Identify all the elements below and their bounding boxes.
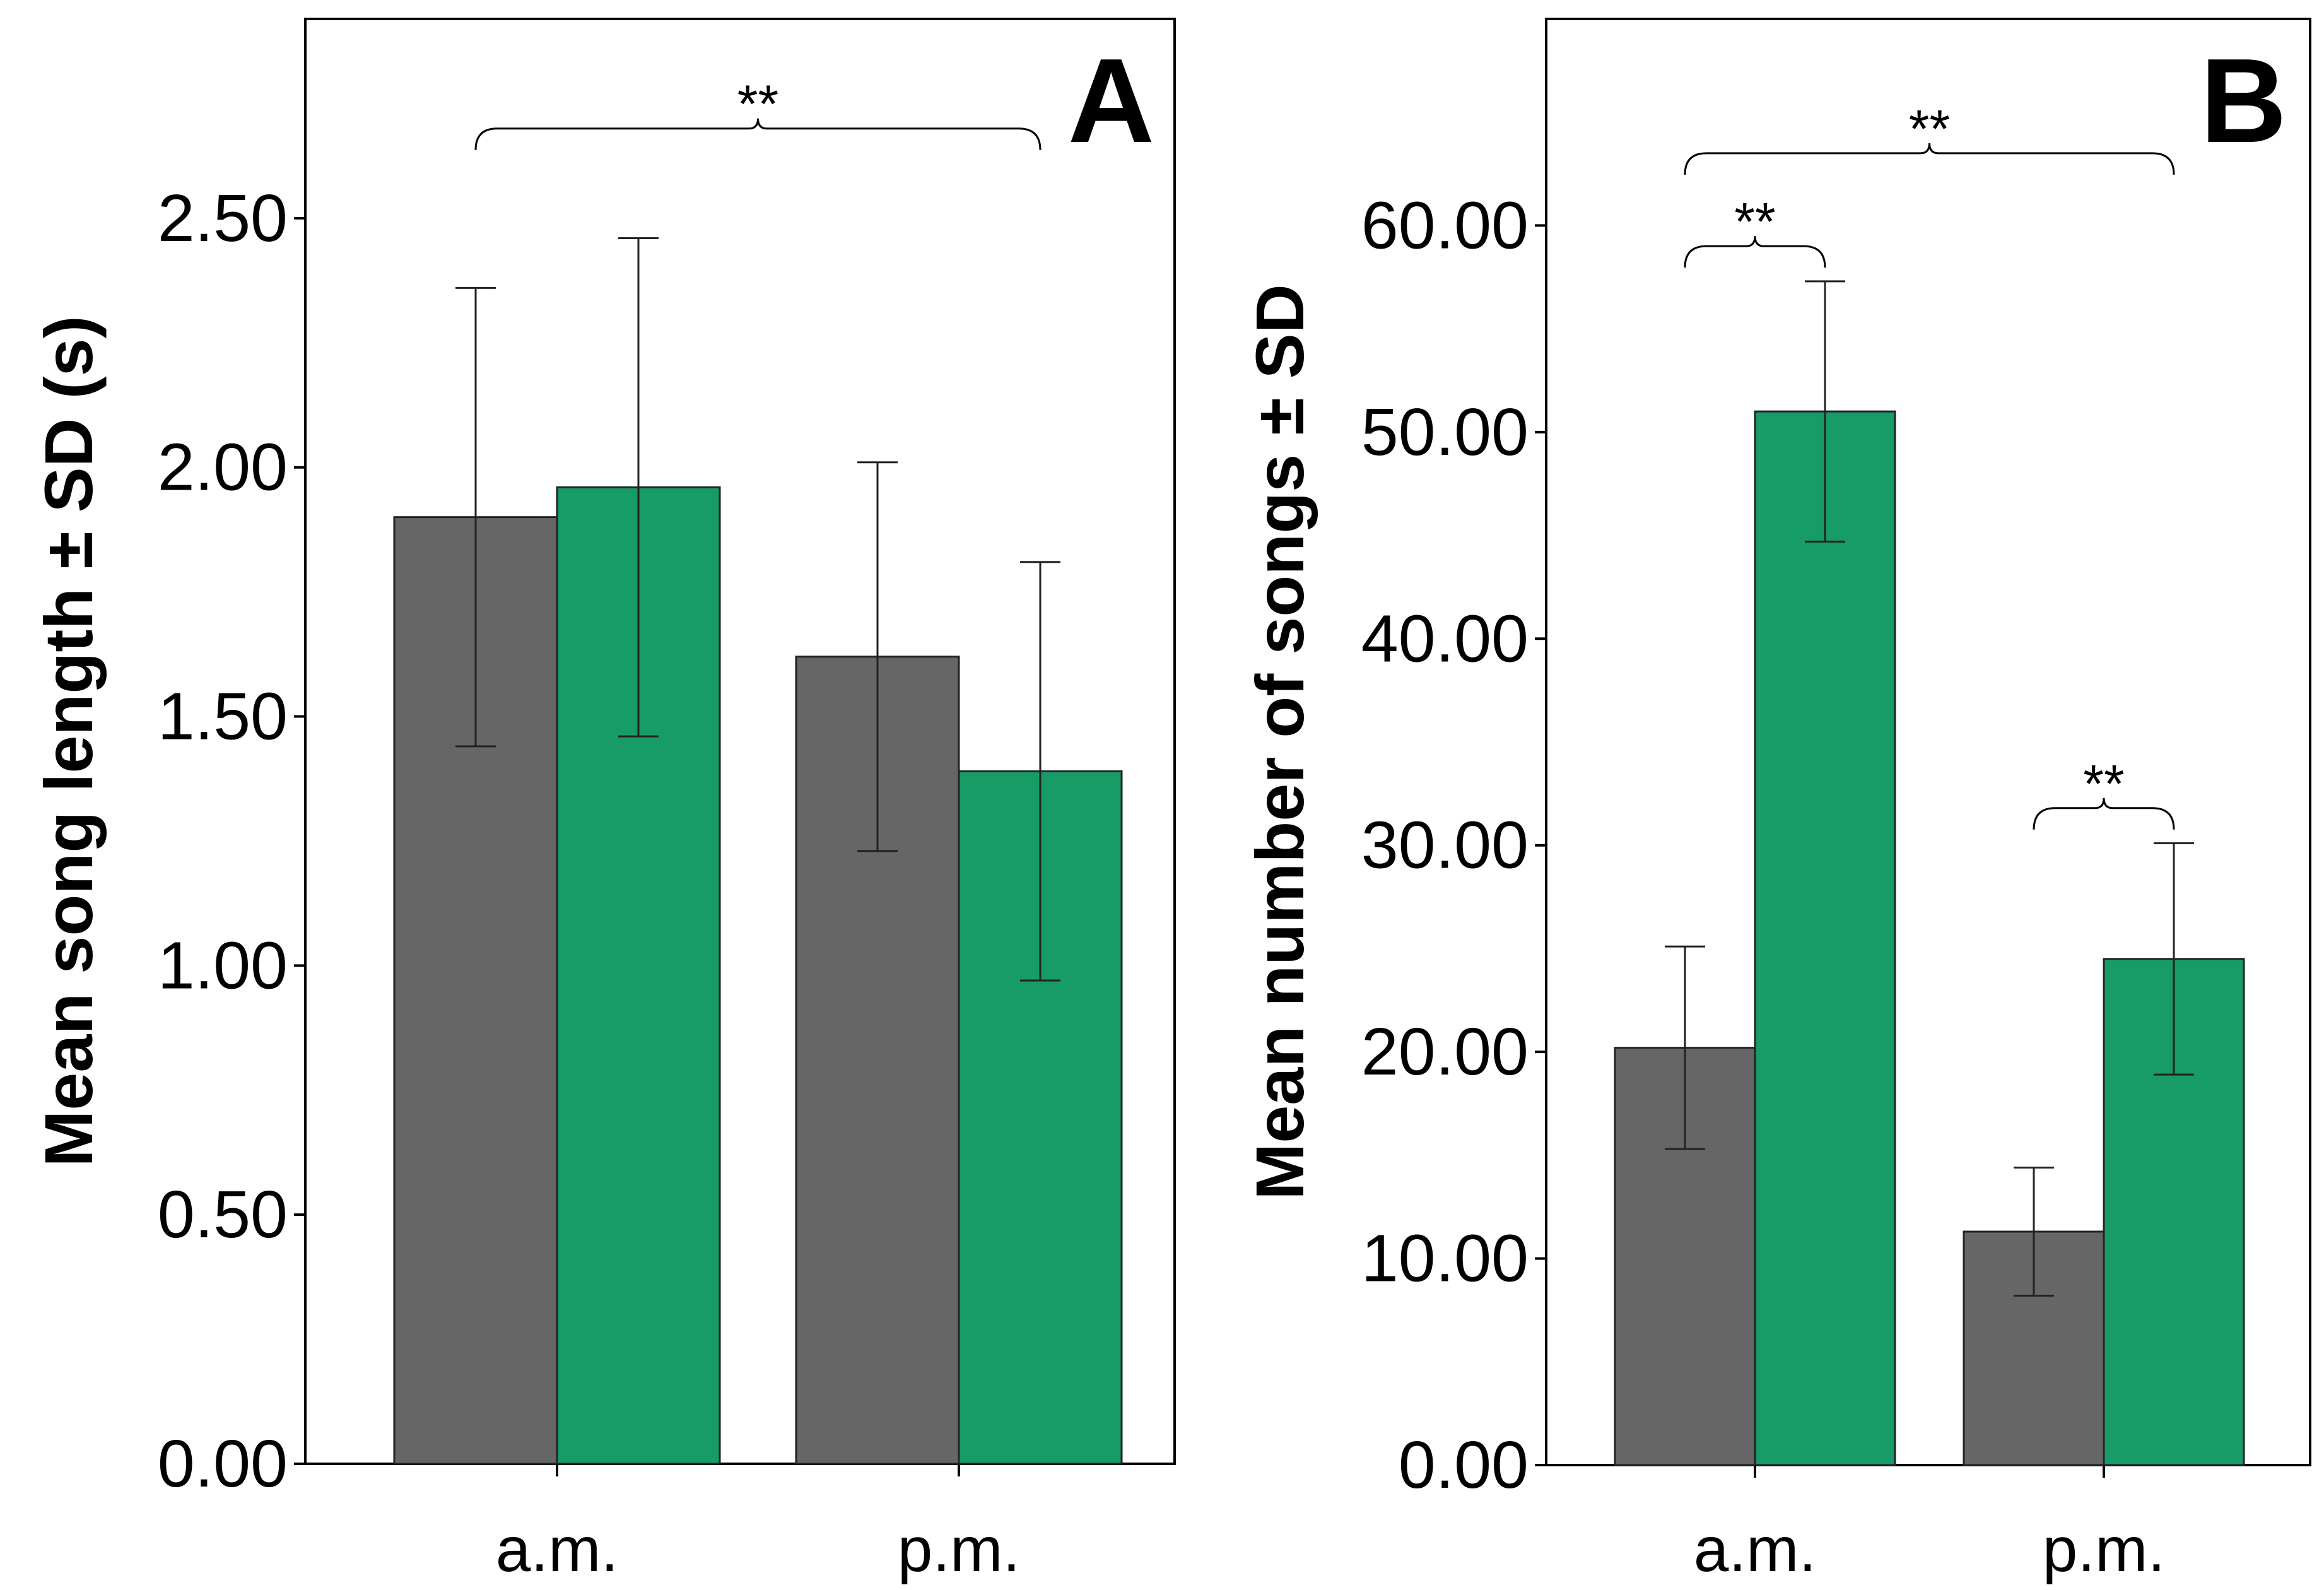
panel-a-ytick-label-4: 2.00 bbox=[158, 430, 288, 505]
panel-a-y-axis-label: Mean song length ± SD (s) bbox=[30, 315, 107, 1167]
panel-b-category-label-0: a.m. bbox=[1694, 1514, 1816, 1585]
panel-a-plot-frame bbox=[304, 18, 1176, 1465]
panel-b-significance-label-2: ** bbox=[2083, 754, 2124, 813]
panel-a-category-label-1: p.m. bbox=[898, 1514, 1020, 1585]
panel-b-significance-bracket-2 bbox=[2033, 798, 2175, 830]
panel-a-ytick-label-2: 1.00 bbox=[158, 928, 288, 1003]
panel-b-letter: B bbox=[2200, 34, 2287, 168]
panel-b-ytick-label-1: 10.00 bbox=[1361, 1222, 1529, 1296]
panel-a-ytick-label-0: 0.00 bbox=[158, 1427, 288, 1501]
panel-a-ytick-label-3: 1.50 bbox=[158, 680, 288, 754]
panel-b-ytick-label-5: 50.00 bbox=[1361, 395, 1529, 469]
panel-b-plot-frame bbox=[1545, 18, 2311, 1466]
panel-a-category-label-0: a.m. bbox=[496, 1514, 618, 1585]
panel-b-bar-green-0 bbox=[1754, 410, 1896, 1466]
panel-b-significance-label-0: ** bbox=[1909, 99, 1950, 158]
panel-a-chart: 0.00 0.50 1.00 1.50 2.00 2.50 Mean song length… bbox=[30, 18, 1176, 1585]
panel-a-significance-label-0: ** bbox=[737, 74, 778, 134]
panel-a-ytick-label-5: 2.50 bbox=[158, 181, 288, 256]
panel-b-ytick-label-4: 40.00 bbox=[1361, 601, 1529, 676]
panel-b-ytick-label-2: 20.00 bbox=[1361, 1015, 1529, 1089]
panel-b-chart: 0.00 10.00 20.00 30.00 40.00 50.00 60.00 Mean n… bbox=[1241, 18, 2311, 1585]
panel-b-ytick-label-0: 0.00 bbox=[1399, 1428, 1529, 1502]
panel-b-significance-label-1: ** bbox=[1734, 192, 1775, 251]
panel-b-ytick-label-6: 60.00 bbox=[1361, 188, 1529, 262]
panel-a-letter: A bbox=[1068, 34, 1154, 168]
panel-b-significance-bracket-0 bbox=[1684, 143, 2175, 175]
panel-b-ytick-label-3: 30.00 bbox=[1361, 808, 1529, 883]
panel-b-y-axis-label: Mean number of songs ± SD bbox=[1241, 284, 1318, 1199]
panel-a-ytick-label-1: 0.50 bbox=[158, 1177, 288, 1252]
panel-b-category-label-1: p.m. bbox=[2043, 1514, 2165, 1585]
